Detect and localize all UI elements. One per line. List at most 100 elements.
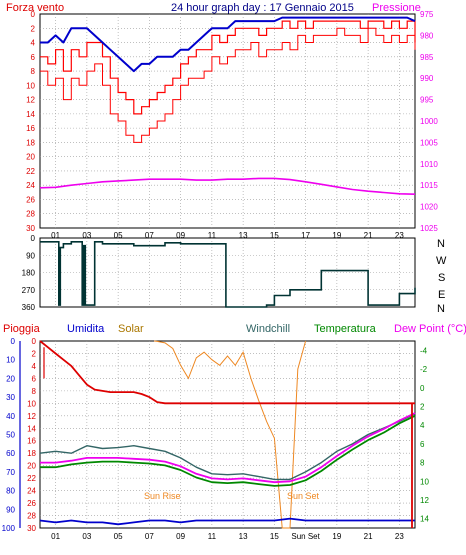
solar-series: [154, 340, 307, 529]
hour-tick-bottom: 21: [364, 532, 373, 541]
rain-tick-label: 26: [27, 499, 36, 508]
rain-tick-label: 16: [27, 437, 36, 446]
temperature-tick-label: -4: [420, 346, 428, 355]
wind-gust-series: [40, 27, 416, 143]
wind-tick-label: 22: [26, 167, 35, 176]
humidity-series: [39, 517, 415, 526]
hour-tick-top: 19: [332, 231, 341, 240]
wind-panel-frame: [39, 13, 416, 229]
rain-series: [39, 340, 415, 405]
rain-tick-label: 8: [32, 387, 37, 396]
humidity-tick-label: 70: [6, 468, 15, 477]
hour-tick-top: 23: [395, 231, 404, 240]
rain-tick-label: 24: [27, 487, 36, 496]
pressure-title: Pressione: [372, 2, 421, 14]
humidity-tick-label: 10: [6, 356, 15, 365]
hour-tick-bottom: 13: [239, 532, 248, 541]
pressure-tick-label: 1015: [420, 181, 438, 190]
rain-label: Pioggia: [3, 323, 41, 335]
humidity-tick-label: 80: [6, 487, 15, 496]
hour-tick-top: 15: [270, 231, 279, 240]
direction-tick-label: 0: [31, 234, 36, 243]
dir-label-w: W: [436, 255, 447, 267]
windchill-series: [39, 413, 416, 481]
direction-tick-label: 180: [22, 269, 36, 278]
humidity-label: Umidita: [67, 323, 105, 335]
direction-tick-label: 90: [26, 251, 35, 260]
page-title: 24 hour graph day : 17 Gennaio 2015: [171, 2, 354, 14]
temperature-tick-label: 2: [420, 402, 425, 411]
rain-tick-label: 30: [27, 524, 36, 533]
temperature-tick-label: 6: [420, 440, 425, 449]
dir-label-e: E: [438, 289, 445, 301]
pressure-series: [39, 177, 416, 195]
sunset-annotation: Sun Set: [287, 491, 320, 501]
wind-speed-title: Forza vento: [6, 2, 64, 14]
pressure-tick-label: 1010: [420, 160, 438, 169]
pressure-tick-label: 985: [420, 53, 434, 62]
hour-tick-top: 09: [176, 231, 185, 240]
sunrise-annotation: Sun Rise: [144, 491, 181, 501]
series-layer: [39, 16, 416, 529]
humidity-tick-label: 100: [2, 524, 16, 533]
dir-label-n-bottom: N: [437, 303, 445, 315]
rain-tick-label: 28: [27, 512, 36, 521]
humidity-tick-label: 90: [6, 505, 15, 514]
dir-label-s: S: [438, 272, 445, 284]
solar-label: Solar: [118, 323, 144, 335]
pressure-tick-label: 1025: [420, 224, 438, 233]
rain-tick-label: 14: [27, 424, 36, 433]
direction-tick-label: 270: [22, 286, 36, 295]
pressure-tick-label: 1020: [420, 203, 438, 212]
tick-layer: 0246810121416182022242628309759809859909…: [2, 10, 439, 541]
rain-tick-label: 22: [27, 474, 36, 483]
wind-tick-label: 2: [31, 24, 36, 33]
temperature-series: [40, 414, 416, 487]
wind-tick-label: 10: [26, 81, 35, 90]
pressure-tick-label: 980: [420, 31, 434, 40]
wind-tick-label: 14: [26, 110, 35, 119]
pressure-tick-label: 1005: [420, 138, 438, 147]
wind-tick-label: 8: [31, 67, 36, 76]
wind-tick-label: 16: [26, 124, 35, 133]
humidity-tick-label: 40: [6, 412, 15, 421]
hour-tick-bottom: 11: [208, 532, 217, 541]
direction-tick-label: 360: [22, 303, 36, 312]
hour-tick-top: 07: [145, 231, 154, 240]
hour-tick-top: 05: [114, 231, 123, 240]
hour-tick-bottom: 03: [82, 532, 91, 541]
wind-tick-label: 26: [26, 195, 35, 204]
wind-tick-label: 0: [31, 10, 36, 19]
wind-average-series: [40, 16, 416, 73]
wind-tick-label: 4: [31, 39, 36, 48]
wind-direction-series: [40, 241, 416, 308]
wind-tick-label: 18: [26, 138, 35, 147]
hour-tick-top: 21: [364, 231, 373, 240]
hour-tick-bottom: 23: [395, 532, 404, 541]
wind-speed-series: [40, 20, 416, 115]
wind-tick-label: 28: [26, 210, 35, 219]
rain-tick-label: 18: [27, 449, 36, 458]
pressure-tick-label: 995: [420, 96, 434, 105]
hour-tick-bottom: 15: [270, 532, 279, 541]
humidity-tick-label: 50: [6, 431, 15, 440]
windchill-label: Windchill: [246, 323, 290, 335]
temperature-tick-label: 8: [420, 459, 425, 468]
humidity-tick-label: 60: [6, 449, 15, 458]
hour-tick-top: 03: [82, 231, 91, 240]
temperature-tick-label: 14: [420, 515, 429, 524]
hour-tick-bottom: 09: [176, 532, 185, 541]
wind-tick-label: 30: [26, 224, 35, 233]
temperature-tick-label: 0: [420, 384, 425, 393]
hour-tick-top: 01: [51, 231, 60, 240]
temperature-tick-label: 4: [420, 421, 425, 430]
hour-tick-top: 17: [301, 231, 310, 240]
temperature-label: Temperatura: [314, 323, 377, 335]
rain-tick-label: 4: [32, 362, 37, 371]
rain-tick-label: 20: [27, 462, 36, 471]
temperature-tick-label: -2: [420, 365, 428, 374]
hour-tick-bottom: Sun Set: [291, 532, 320, 541]
climate-panel-frame: [39, 340, 416, 529]
dewpoint-series: [40, 412, 416, 484]
